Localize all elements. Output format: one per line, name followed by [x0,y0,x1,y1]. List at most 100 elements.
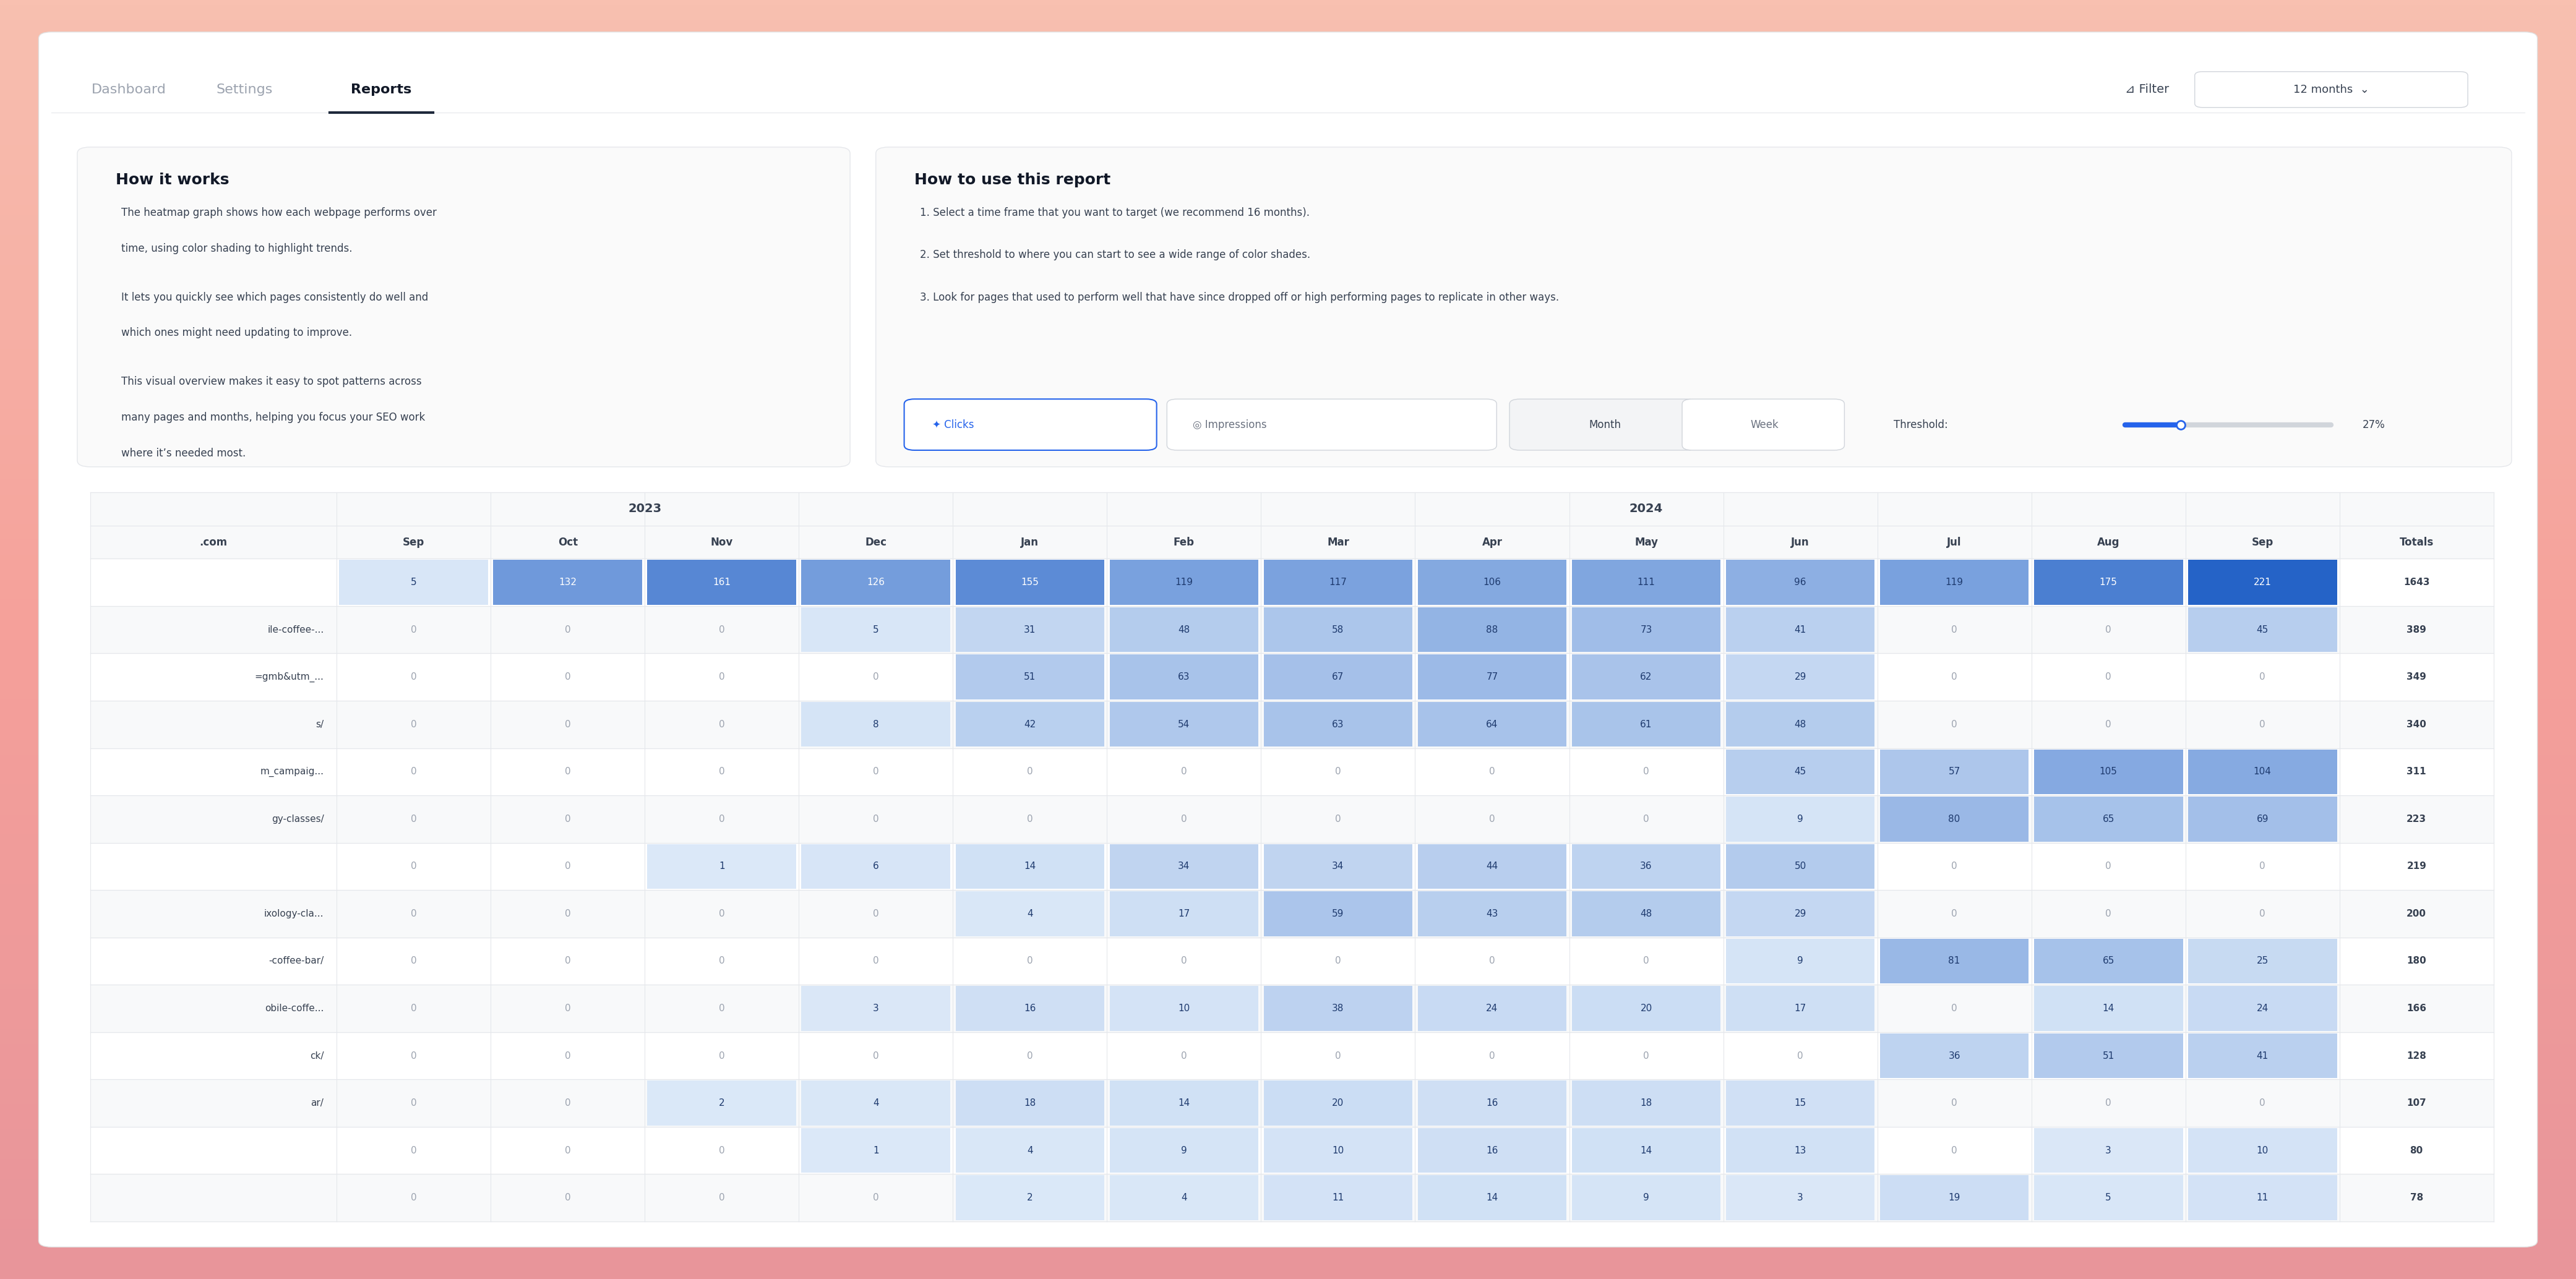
Text: 0: 0 [564,909,572,918]
Text: 0: 0 [1798,1051,1803,1060]
Text: 0: 0 [2105,625,2112,634]
Text: ar/: ar/ [312,1099,325,1108]
Text: 24: 24 [1486,1004,1499,1013]
Text: 0: 0 [1489,957,1494,966]
Text: obile-coffe...: obile-coffe... [265,1004,325,1013]
Text: 161: 161 [714,578,732,587]
Bar [801,1081,951,1126]
Text: 3. Look for pages that used to perform well that have since dropped off or high : 3. Look for pages that used to perform w… [920,292,1558,303]
Bar [1110,655,1260,700]
Text: 36: 36 [1641,862,1651,871]
Text: 0: 0 [719,625,724,634]
Text: 59: 59 [1332,909,1345,918]
Bar [2035,560,2182,605]
Text: 20: 20 [1332,1099,1345,1108]
Text: 64: 64 [1486,720,1499,729]
Text: 16: 16 [1025,1004,1036,1013]
Text: 48: 48 [1795,720,1806,729]
Bar [1726,608,1875,652]
Text: 43: 43 [1486,909,1499,918]
Text: .com: .com [198,537,227,547]
Bar [1265,1175,1412,1220]
Text: 0: 0 [2259,909,2264,918]
Text: 389: 389 [2406,625,2427,634]
Text: 0: 0 [2259,720,2264,729]
Text: 4: 4 [873,1099,878,1108]
Text: 0: 0 [564,1051,572,1060]
Text: 128: 128 [2406,1051,2427,1060]
Bar [1726,939,1875,984]
Text: 132: 132 [559,578,577,587]
Bar [956,560,1105,605]
FancyBboxPatch shape [904,399,1157,450]
Text: 80: 80 [2411,1146,2424,1155]
Bar [801,844,951,889]
Text: 25: 25 [2257,957,2269,966]
Text: 10: 10 [2257,1146,2269,1155]
Bar [1417,702,1566,747]
Text: 0: 0 [719,720,724,729]
Text: 19: 19 [1947,1193,1960,1202]
Text: 69: 69 [2257,815,2269,824]
Bar [2187,986,2336,1031]
Text: Month: Month [1589,420,1620,430]
Bar [90,1127,2494,1174]
Text: 0: 0 [410,767,417,776]
Text: Totals: Totals [2398,537,2434,547]
Text: 0: 0 [410,815,417,824]
Text: 11: 11 [2257,1193,2269,1202]
Text: 0: 0 [1953,625,1958,634]
Text: 3: 3 [1798,1193,1803,1202]
FancyBboxPatch shape [876,147,2512,467]
Bar [90,1127,2494,1174]
Bar [1726,1128,1875,1173]
Bar [956,1128,1105,1173]
Text: 0: 0 [719,815,724,824]
Bar [90,890,2494,938]
Bar [801,1128,951,1173]
Text: 0: 0 [564,767,572,776]
Text: Jan: Jan [1020,537,1038,547]
Bar [90,985,2494,1032]
Text: 106: 106 [1484,578,1502,587]
Bar [90,1032,2494,1079]
Text: ixology-cla...: ixology-cla... [265,909,325,918]
Text: 6: 6 [873,862,878,871]
Text: Apr: Apr [1481,537,1502,547]
Text: =gmb&utm_...: =gmb&utm_... [255,671,325,682]
Bar [90,559,2494,606]
Text: 0: 0 [873,1193,878,1202]
Text: 62: 62 [1641,673,1651,682]
Bar [1726,986,1875,1031]
Text: 0: 0 [719,1193,724,1202]
Text: 0: 0 [1334,767,1342,776]
Text: Aug: Aug [2097,537,2120,547]
Bar [1265,986,1412,1031]
Text: 0: 0 [410,957,417,966]
Text: 38: 38 [1332,1004,1345,1013]
Text: 126: 126 [868,578,886,587]
Bar [1110,560,1260,605]
Bar [1880,797,2030,842]
Text: ⊿ Filter: ⊿ Filter [2125,83,2169,96]
Text: 0: 0 [1180,815,1188,824]
Text: 0: 0 [2105,1099,2112,1108]
Bar [1880,749,2030,794]
Text: 81: 81 [1947,957,1960,966]
Text: 10: 10 [1177,1004,1190,1013]
Text: 221: 221 [2254,578,2272,587]
Text: 107: 107 [2406,1099,2427,1108]
Text: 2: 2 [1028,1193,1033,1202]
Bar [1571,655,1721,700]
FancyBboxPatch shape [1682,399,1844,450]
Bar [2187,1128,2336,1173]
Text: 0: 0 [1953,1004,1958,1013]
Bar [1726,844,1875,889]
Text: time, using color shading to highlight trends.: time, using color shading to highlight t… [121,243,353,255]
Text: Settings: Settings [216,83,273,96]
Bar [801,702,951,747]
Bar [1110,844,1260,889]
Text: 166: 166 [2406,1004,2427,1013]
Text: 67: 67 [1332,673,1345,682]
Text: Reports: Reports [350,83,412,96]
